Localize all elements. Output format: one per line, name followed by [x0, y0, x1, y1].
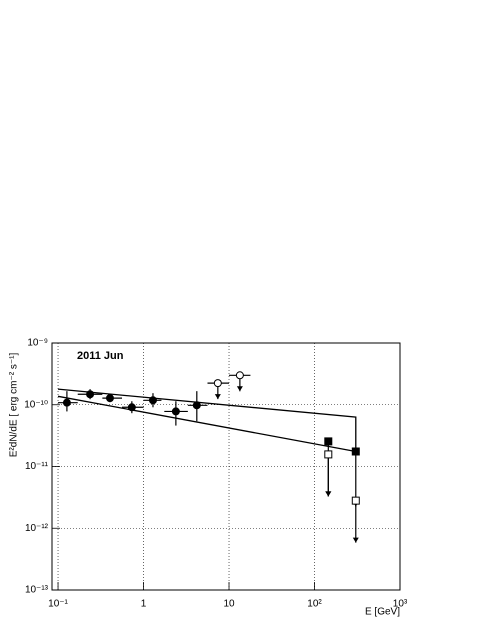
- model-line: [57, 388, 357, 452]
- model-line: [57, 395, 356, 453]
- y-tick-label: 10⁻¹³: [25, 585, 49, 596]
- x-tick-label: 10²: [307, 599, 322, 610]
- data-point: [148, 396, 157, 405]
- upper-limit-head: [352, 537, 359, 543]
- y-axis-label: E²dN/dE [ erg cm⁻² s⁻¹]: [9, 353, 20, 458]
- x-tick-label: 10⁻¹: [48, 599, 68, 610]
- y-tick-label: 10⁻¹⁰: [24, 399, 48, 410]
- data-point: [324, 450, 333, 459]
- data-point: [86, 390, 95, 399]
- data-point: [171, 407, 180, 416]
- data-point: [351, 496, 360, 505]
- plot-frame: [51, 342, 401, 591]
- upper-limit-head: [214, 394, 221, 400]
- y-tick-label: 10⁻¹²: [25, 523, 49, 534]
- data-point: [105, 394, 114, 403]
- x-tick-label: 10³: [393, 599, 408, 610]
- data-point: [235, 371, 244, 380]
- annotation: 2011 Jun: [77, 350, 124, 362]
- x-tick-label: 1: [141, 599, 147, 610]
- data-point: [213, 379, 222, 388]
- upper-limit-head: [325, 491, 332, 497]
- data-point: [351, 447, 360, 456]
- data-point: [127, 403, 136, 412]
- upper-limit-head: [236, 386, 243, 392]
- x-tick-label: 10: [223, 599, 235, 610]
- data-point: [192, 401, 201, 410]
- data-point: [62, 398, 71, 407]
- data-point: [324, 437, 333, 446]
- y-tick-label: 10⁻⁹: [27, 338, 48, 349]
- y-tick-label: 10⁻¹¹: [25, 461, 49, 472]
- x-axis-label: E [GeV]: [365, 607, 400, 618]
